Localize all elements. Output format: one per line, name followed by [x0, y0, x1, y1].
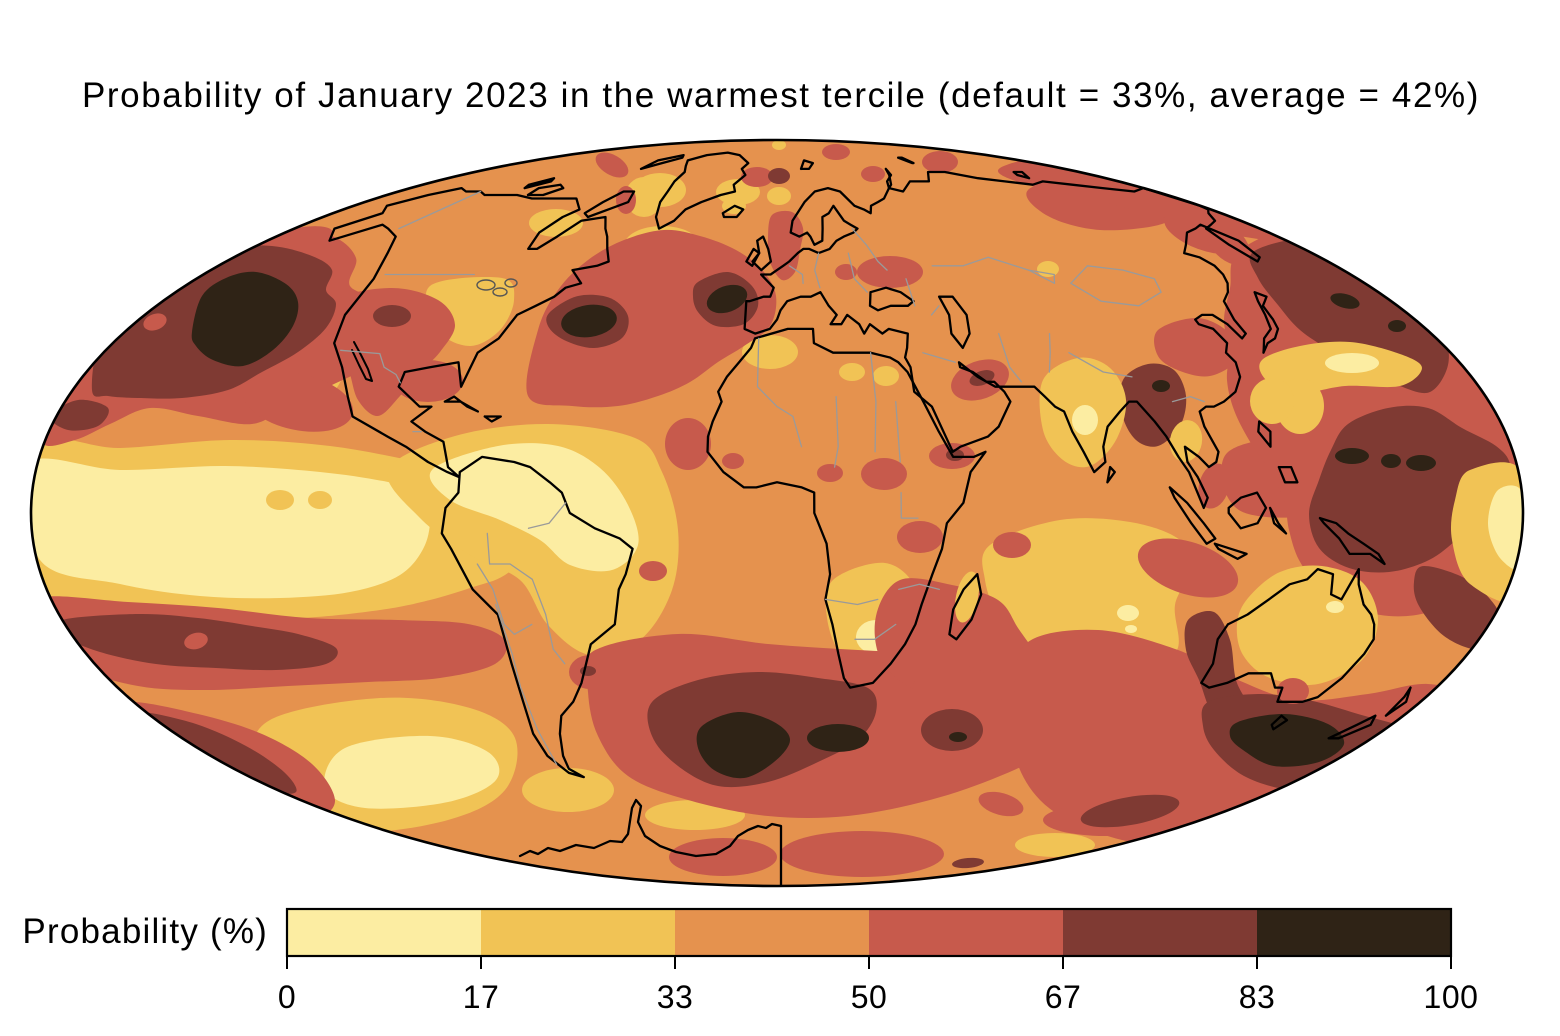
- svg-text:Probability of January 2023 in: Probability of January 2023 in the warme…: [82, 76, 1480, 115]
- svg-text:17: 17: [463, 979, 500, 1015]
- svg-text:83: 83: [1239, 979, 1276, 1015]
- svg-text:33: 33: [657, 979, 694, 1015]
- svg-text:0: 0: [278, 979, 296, 1015]
- svg-text:Probability (%): Probability (%): [22, 912, 268, 951]
- svg-text:50: 50: [851, 979, 888, 1015]
- svg-text:100: 100: [1424, 979, 1479, 1015]
- svg-text:67: 67: [1045, 979, 1082, 1015]
